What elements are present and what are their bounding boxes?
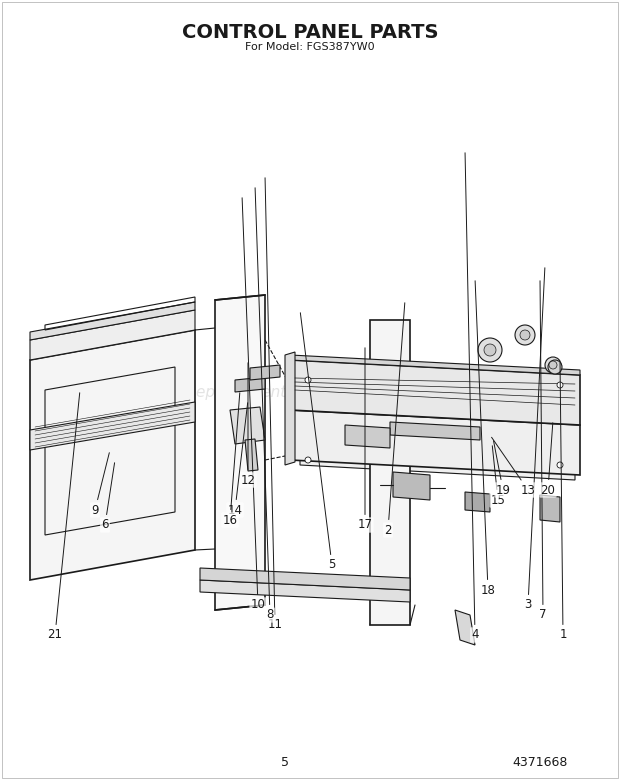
Circle shape xyxy=(305,377,311,383)
Text: 5: 5 xyxy=(300,313,335,572)
Polygon shape xyxy=(393,472,430,500)
Text: 7: 7 xyxy=(539,281,547,622)
Polygon shape xyxy=(230,407,265,444)
Polygon shape xyxy=(245,439,258,471)
Text: 12: 12 xyxy=(241,363,255,487)
Text: CONTROL PANEL PARTS: CONTROL PANEL PARTS xyxy=(182,23,438,41)
Text: 6: 6 xyxy=(101,463,115,531)
Polygon shape xyxy=(285,352,295,465)
Text: 20: 20 xyxy=(541,423,556,497)
Polygon shape xyxy=(540,495,560,522)
Polygon shape xyxy=(290,360,580,425)
Text: 13: 13 xyxy=(492,438,536,497)
Polygon shape xyxy=(370,320,410,625)
Polygon shape xyxy=(30,310,195,360)
Polygon shape xyxy=(290,355,580,375)
Polygon shape xyxy=(345,425,390,448)
Polygon shape xyxy=(390,422,480,440)
Circle shape xyxy=(478,338,502,362)
Polygon shape xyxy=(215,295,265,610)
Polygon shape xyxy=(200,580,410,602)
Text: eReplacementParts.com: eReplacementParts.com xyxy=(177,385,363,399)
Circle shape xyxy=(484,344,496,356)
Polygon shape xyxy=(300,385,575,445)
Polygon shape xyxy=(200,568,410,590)
Text: 4371668: 4371668 xyxy=(512,756,568,768)
Text: 9: 9 xyxy=(91,452,109,516)
Circle shape xyxy=(557,382,563,388)
Circle shape xyxy=(549,361,557,369)
Text: 15: 15 xyxy=(490,445,505,506)
Text: 11: 11 xyxy=(265,178,283,632)
Text: 19: 19 xyxy=(494,441,510,497)
Text: 5: 5 xyxy=(281,756,289,768)
Polygon shape xyxy=(290,410,580,475)
Text: 21: 21 xyxy=(48,393,80,641)
Polygon shape xyxy=(30,402,195,450)
Text: 16: 16 xyxy=(223,393,240,526)
Text: 4: 4 xyxy=(465,153,479,641)
Circle shape xyxy=(515,325,535,345)
Text: 8: 8 xyxy=(255,188,273,622)
Text: For Model: FGS387YW0: For Model: FGS387YW0 xyxy=(245,42,375,52)
Polygon shape xyxy=(300,430,575,480)
Polygon shape xyxy=(235,377,265,392)
Text: 1: 1 xyxy=(559,363,567,641)
Polygon shape xyxy=(465,492,490,512)
Circle shape xyxy=(548,360,562,374)
Text: 3: 3 xyxy=(525,268,545,612)
Polygon shape xyxy=(30,330,195,580)
Text: 10: 10 xyxy=(242,198,265,612)
Text: 2: 2 xyxy=(384,303,405,537)
Text: 14: 14 xyxy=(228,402,247,516)
Circle shape xyxy=(305,457,311,463)
Polygon shape xyxy=(30,302,195,340)
Text: 18: 18 xyxy=(475,281,495,597)
Polygon shape xyxy=(455,610,475,645)
Circle shape xyxy=(545,357,561,373)
Text: 17: 17 xyxy=(358,348,373,531)
Circle shape xyxy=(557,462,563,468)
Polygon shape xyxy=(250,365,280,380)
Circle shape xyxy=(520,330,530,340)
